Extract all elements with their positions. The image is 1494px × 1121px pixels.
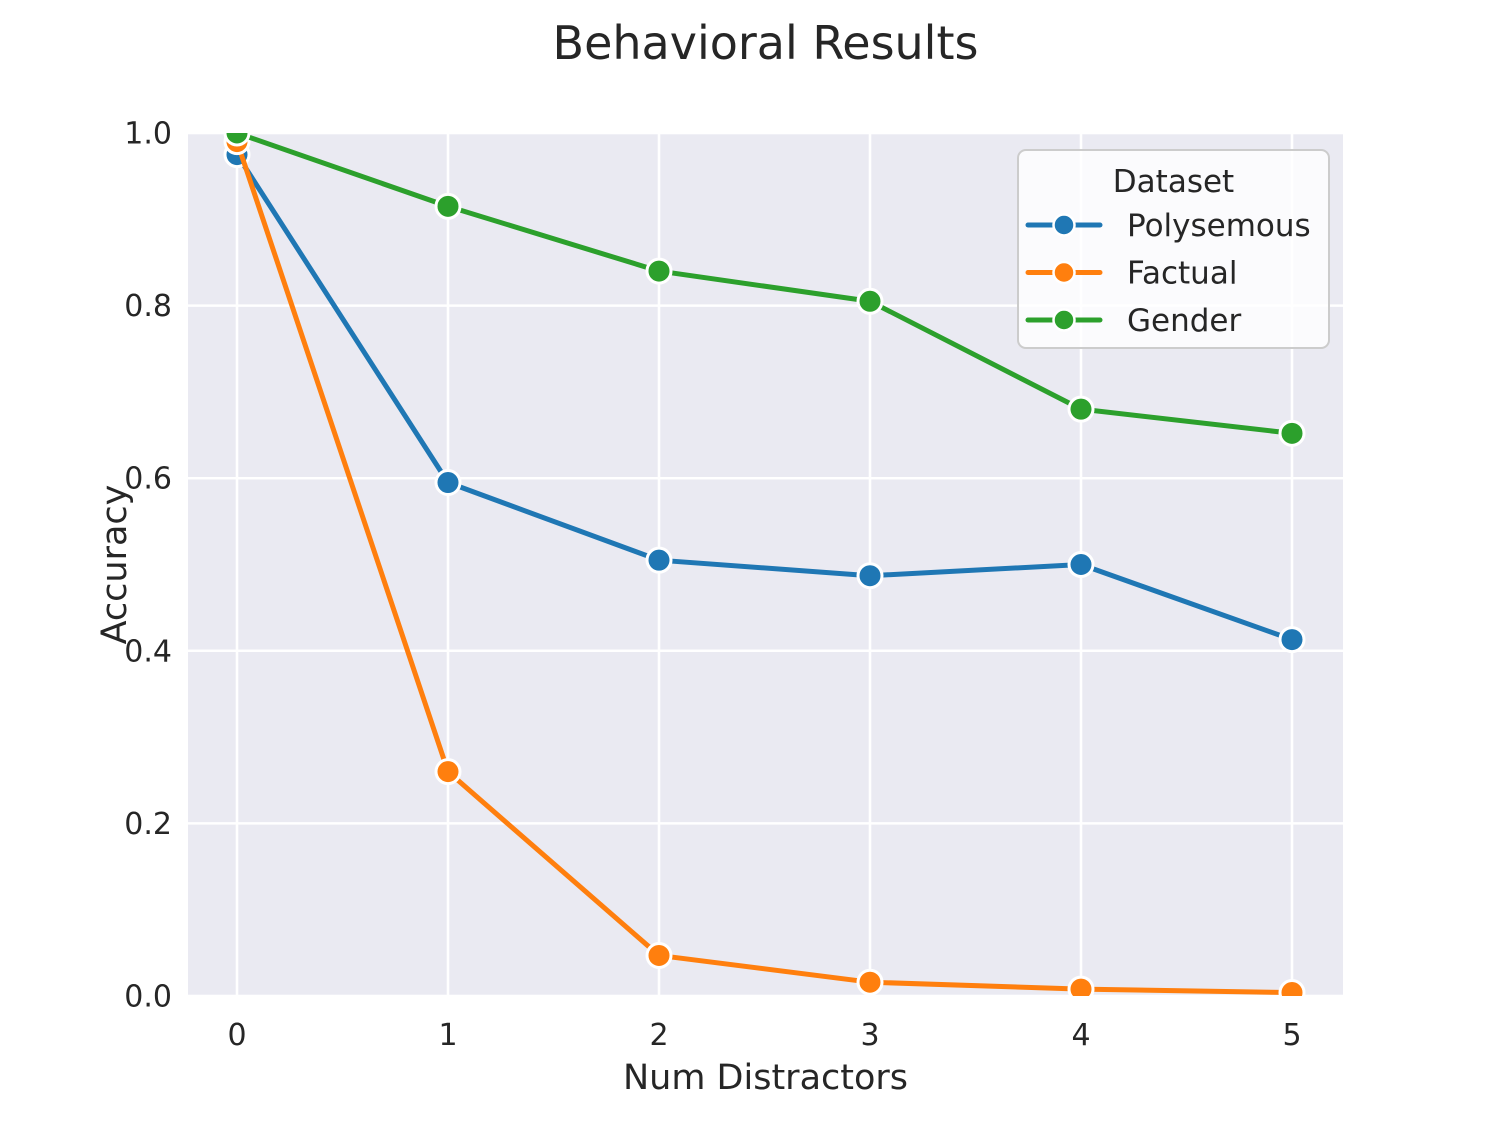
legend-marker-swatch: [1052, 308, 1076, 332]
data-point: [645, 257, 673, 285]
y-axis-label: Accuracy: [95, 484, 135, 645]
series-line-gender: [234, 133, 1295, 436]
data-point: [1278, 626, 1306, 654]
data-point: [856, 562, 884, 590]
x-tick-label: 0: [227, 1018, 246, 1053]
data-point: [1067, 975, 1095, 996]
series-line-factual: [234, 139, 1295, 996]
y-tick-label: 1.0: [124, 117, 172, 152]
legend-item-factual: Factual: [1025, 255, 1237, 291]
series-layer: [223, 133, 1306, 996]
legend-item-gender: Gender: [1025, 303, 1241, 339]
x-tick-label: 5: [1282, 1018, 1301, 1053]
y-tick-label: 0.6: [124, 462, 172, 497]
data-point: [856, 287, 884, 315]
data-point: [1067, 551, 1095, 578]
legend-item-label: Polysemous: [1127, 208, 1311, 244]
tick-labels: 0.0 0.2 0.4 0.6 0.8 1.0 0 1 2 3 4 5: [124, 117, 1301, 1054]
legend-title: Dataset: [1113, 164, 1234, 200]
data-point: [1067, 395, 1095, 423]
y-tick-label: 0.4: [124, 634, 172, 669]
legend-item-label: Factual: [1127, 255, 1237, 291]
data-point: [645, 941, 673, 969]
y-tick-label: 0.2: [124, 807, 172, 842]
y-tick-label: 0.8: [124, 289, 172, 324]
x-tick-label: 1: [438, 1018, 457, 1053]
data-point: [223, 133, 251, 147]
chart-title: Behavioral Results: [552, 16, 979, 70]
series-line-polysemous: [234, 152, 1295, 643]
data-point: [856, 968, 884, 996]
x-axis-label: Num Distractors: [622, 1058, 909, 1098]
series-gender: [223, 133, 1306, 447]
legend-box: [1017, 149, 1330, 349]
legend-item-label: Gender: [1127, 303, 1241, 339]
y-tick-label: 0.0: [124, 980, 172, 1015]
data-point: [434, 192, 462, 220]
legend-item-polysemous: Polysemous: [1025, 208, 1311, 244]
data-point: [1278, 979, 1306, 996]
data-point: [1278, 419, 1306, 447]
legend-marker-swatch: [1052, 213, 1076, 237]
x-tick-label: 2: [649, 1018, 668, 1053]
x-tick-label: 4: [1071, 1018, 1090, 1053]
legend-marker-swatch: [1052, 260, 1076, 285]
data-point: [434, 758, 462, 786]
data-point: [434, 469, 462, 497]
series-polysemous: [223, 141, 1306, 654]
legend: Dataset Polysemous Factual Gender: [1017, 149, 1330, 349]
x-tick-label: 3: [860, 1018, 879, 1053]
data-point: [645, 546, 673, 574]
